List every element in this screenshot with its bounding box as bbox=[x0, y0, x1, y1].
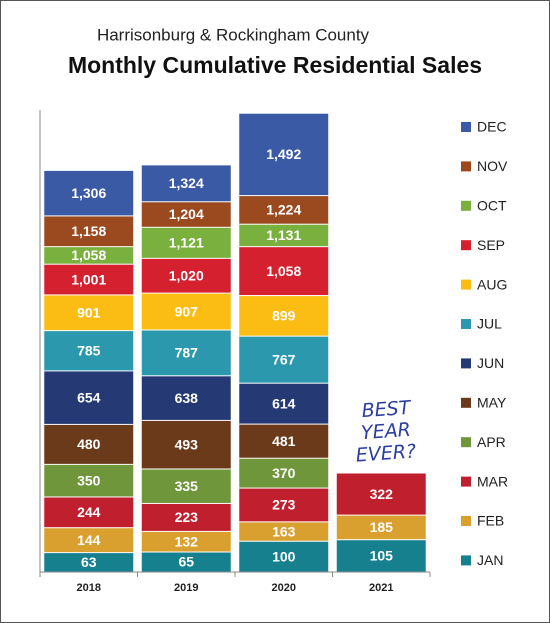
x-tick-label: 2018 bbox=[77, 582, 101, 594]
value-label: 614 bbox=[272, 395, 296, 411]
legend-swatch bbox=[461, 240, 471, 251]
chart-subtitle: Harrisonburg & Rockingham County bbox=[97, 25, 370, 44]
value-label: 1,324 bbox=[169, 175, 204, 191]
annotation: YEAR bbox=[360, 419, 411, 444]
legend-label: JUN bbox=[477, 355, 504, 371]
value-label: 273 bbox=[272, 497, 296, 513]
x-tick-label: 2021 bbox=[369, 582, 393, 594]
value-label: 223 bbox=[175, 509, 199, 525]
value-label: 481 bbox=[272, 433, 296, 449]
value-label: 144 bbox=[77, 532, 101, 548]
value-label: 132 bbox=[175, 533, 199, 549]
x-tick-label: 2019 bbox=[174, 582, 198, 594]
value-label: 1,492 bbox=[266, 146, 301, 162]
legend-label: OCT bbox=[477, 198, 507, 214]
legend-swatch bbox=[461, 555, 471, 566]
legend-swatch bbox=[461, 437, 471, 448]
legend-swatch bbox=[461, 476, 471, 487]
value-label: 907 bbox=[175, 303, 199, 319]
value-label: 785 bbox=[77, 342, 101, 358]
value-label: 370 bbox=[272, 465, 296, 481]
value-label: 638 bbox=[175, 390, 199, 406]
value-label: 185 bbox=[370, 519, 394, 535]
value-label: 1,020 bbox=[169, 267, 204, 283]
legend-swatch bbox=[461, 161, 471, 172]
value-label: 335 bbox=[175, 478, 199, 494]
annotation: BEST bbox=[361, 397, 413, 422]
bar bbox=[335, 539, 427, 573]
value-label: 244 bbox=[77, 504, 101, 520]
value-label: 767 bbox=[272, 351, 296, 367]
legend-swatch bbox=[461, 279, 471, 290]
bar bbox=[238, 540, 330, 573]
value-label: 163 bbox=[272, 523, 296, 539]
value-label: 480 bbox=[77, 436, 101, 452]
legend-swatch bbox=[461, 200, 471, 211]
value-label: 65 bbox=[178, 554, 194, 570]
value-label: 100 bbox=[272, 548, 296, 564]
value-label: 493 bbox=[175, 436, 199, 452]
value-label: 654 bbox=[77, 389, 101, 405]
chart-title: Monthly Cumulative Residential Sales bbox=[68, 52, 482, 78]
legend-label: DEC bbox=[477, 119, 507, 135]
x-tick-label: 2020 bbox=[272, 582, 296, 594]
legend-swatch bbox=[461, 122, 471, 132]
annotation: EVER? bbox=[355, 440, 417, 466]
value-label: 899 bbox=[272, 308, 296, 324]
legend-swatch bbox=[461, 397, 471, 408]
legend-swatch bbox=[461, 516, 471, 526]
value-label: 1,058 bbox=[71, 247, 106, 263]
value-label: 105 bbox=[370, 548, 394, 564]
legend-label: FEB bbox=[477, 513, 504, 529]
legend-label: NOV bbox=[477, 158, 508, 174]
value-label: 63 bbox=[81, 554, 97, 570]
value-label: 322 bbox=[370, 486, 394, 502]
legend-label: AUG bbox=[477, 276, 507, 292]
legend-label: APR bbox=[477, 434, 506, 450]
value-label: 350 bbox=[77, 472, 101, 488]
legend-swatch bbox=[461, 358, 471, 369]
legend-label: MAR bbox=[477, 473, 508, 489]
legend-swatch bbox=[461, 319, 471, 329]
value-label: 1,158 bbox=[71, 223, 106, 239]
legend-label: SEP bbox=[477, 237, 505, 253]
value-label: 1,306 bbox=[71, 185, 106, 201]
legend-label: JAN bbox=[477, 552, 503, 568]
value-label: 787 bbox=[175, 345, 199, 361]
value-label: 1,131 bbox=[266, 227, 301, 243]
legend-label: MAY bbox=[477, 395, 507, 411]
value-label: 1,224 bbox=[266, 202, 301, 218]
legend-label: JUL bbox=[477, 316, 502, 332]
value-label: 1,204 bbox=[169, 206, 204, 222]
value-label: 1,121 bbox=[169, 235, 204, 251]
value-label: 1,058 bbox=[266, 263, 301, 279]
value-label: 901 bbox=[77, 304, 101, 320]
value-label: 1,001 bbox=[71, 271, 106, 287]
